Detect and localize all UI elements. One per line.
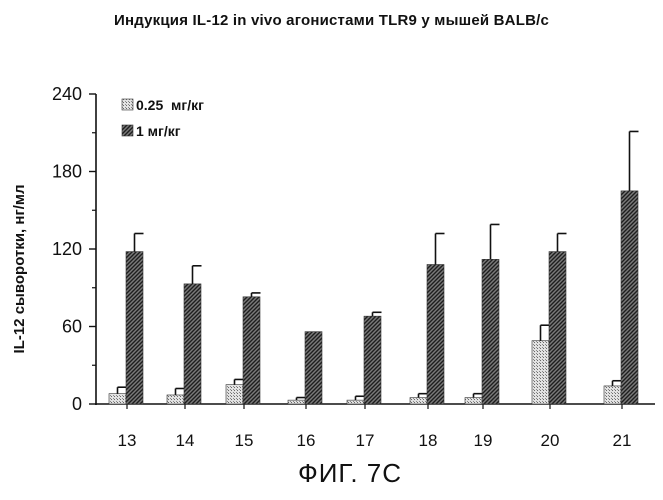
figure-label: ФИГ. 7С xyxy=(0,458,663,489)
x-tick-label: 20 xyxy=(541,431,560,450)
x-tick-label: 13 xyxy=(118,431,137,450)
y-tick-label: 120 xyxy=(52,239,82,259)
legend-label-high-dose: 1 мг/кг xyxy=(136,123,181,139)
bar-high-dose-15 xyxy=(243,297,260,404)
bar-low-dose-17 xyxy=(347,400,364,404)
bar-low-dose-21 xyxy=(604,386,621,404)
x-tick-label: 18 xyxy=(419,431,438,450)
y-tick-label: 240 xyxy=(52,84,82,104)
bar-high-dose-21 xyxy=(621,191,638,404)
bar-high-dose-13 xyxy=(126,252,143,404)
x-tick-label: 16 xyxy=(297,431,316,450)
legend-swatch-low-dose xyxy=(122,99,133,110)
x-tick-label: 14 xyxy=(176,431,195,450)
bars xyxy=(109,131,639,404)
bar-low-dose-15 xyxy=(226,385,243,404)
y-tick-label: 0 xyxy=(72,394,82,414)
bar-high-dose-18 xyxy=(427,265,444,405)
y-tick-label: 60 xyxy=(62,317,82,337)
bar-low-dose-13 xyxy=(109,394,126,404)
x-tick-label: 17 xyxy=(356,431,375,450)
bar-high-dose-20 xyxy=(549,252,566,404)
x-tick-label: 19 xyxy=(474,431,493,450)
bar-low-dose-20 xyxy=(532,341,549,404)
bar-high-dose-16 xyxy=(305,332,322,404)
bar-low-dose-18 xyxy=(410,398,427,404)
legend-label-low-dose: 0.25 мг/кг xyxy=(136,97,204,113)
bar-high-dose-17 xyxy=(364,316,381,404)
bar-low-dose-16 xyxy=(288,400,305,404)
bar-low-dose-19 xyxy=(465,398,482,404)
bar-low-dose-14 xyxy=(167,395,184,404)
bar-high-dose-14 xyxy=(184,284,201,404)
legend: 0.25 мг/кг 1 мг/кг xyxy=(122,97,204,139)
legend-swatch-high-dose xyxy=(122,125,133,136)
x-tick-label: 15 xyxy=(235,431,254,450)
x-tick-label: 21 xyxy=(613,431,632,450)
bar-high-dose-19 xyxy=(482,259,499,404)
y-tick-label: 180 xyxy=(52,162,82,182)
y-axis-label: IL-12 сыворотки, нг/мл xyxy=(11,185,28,354)
